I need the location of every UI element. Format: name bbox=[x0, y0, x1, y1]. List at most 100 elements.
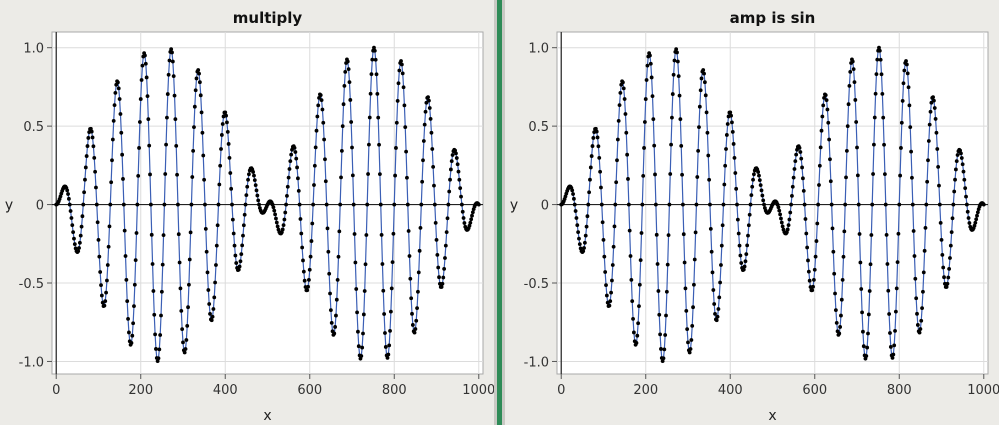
data-point bbox=[588, 177, 592, 182]
data-point bbox=[241, 223, 246, 228]
data-point bbox=[326, 249, 331, 254]
data-point bbox=[717, 295, 722, 300]
data-point bbox=[856, 202, 861, 207]
data-point bbox=[788, 210, 793, 215]
data-point bbox=[729, 113, 733, 118]
data-point bbox=[305, 288, 310, 293]
data-point bbox=[102, 303, 107, 308]
data-point bbox=[828, 157, 832, 162]
data-point bbox=[119, 130, 124, 135]
data-point bbox=[888, 331, 892, 335]
data-point bbox=[189, 202, 194, 207]
data-point bbox=[959, 156, 964, 160]
data-point bbox=[311, 202, 316, 207]
data-point bbox=[974, 217, 979, 222]
data-point bbox=[577, 242, 582, 247]
data-point bbox=[144, 75, 149, 80]
data-point bbox=[615, 137, 620, 142]
data-point bbox=[576, 230, 581, 235]
data-point bbox=[403, 125, 408, 130]
data-point bbox=[848, 70, 853, 74]
data-point bbox=[116, 86, 121, 91]
x-tick-label: 400 bbox=[213, 383, 238, 398]
data-point bbox=[642, 120, 647, 124]
data-point bbox=[109, 180, 114, 185]
x-tick-label: 200 bbox=[633, 383, 658, 398]
data-point bbox=[878, 57, 883, 62]
data-point bbox=[145, 94, 150, 99]
data-point bbox=[724, 147, 728, 151]
data-point bbox=[790, 193, 794, 198]
data-point bbox=[399, 62, 404, 67]
data-point bbox=[733, 171, 738, 175]
data-point bbox=[960, 162, 965, 167]
chart-amp-is-sin: amp is sin 0 200 400 600 800 1000 -1.0 -0.5 0 0.5 1… bbox=[510, 9, 999, 424]
data-point bbox=[966, 216, 971, 220]
splitter-bar[interactable] bbox=[497, 0, 502, 425]
data-point bbox=[918, 327, 923, 331]
data-point bbox=[637, 304, 641, 308]
data-point bbox=[368, 91, 373, 96]
data-point bbox=[427, 98, 431, 103]
data-point bbox=[366, 172, 370, 176]
data-point bbox=[81, 202, 86, 207]
data-point bbox=[97, 254, 102, 259]
panel-splitter[interactable] bbox=[494, 0, 505, 425]
data-point bbox=[955, 153, 960, 157]
x-tick-label: 600 bbox=[802, 383, 827, 398]
data-point bbox=[631, 316, 635, 321]
data-point bbox=[320, 107, 325, 112]
data-point bbox=[952, 189, 957, 194]
data-point bbox=[931, 95, 935, 100]
data-point bbox=[166, 72, 171, 77]
data-point bbox=[642, 146, 646, 150]
data-point bbox=[436, 265, 441, 270]
data-point bbox=[104, 290, 108, 295]
data-point bbox=[66, 192, 70, 196]
data-point bbox=[361, 331, 365, 336]
data-point bbox=[756, 170, 761, 174]
data-point bbox=[93, 169, 97, 174]
data-point bbox=[855, 173, 860, 178]
data-point bbox=[958, 148, 963, 153]
data-point bbox=[683, 286, 688, 291]
data-point bbox=[209, 318, 214, 323]
data-point bbox=[105, 263, 110, 267]
data-point bbox=[702, 80, 707, 85]
data-point bbox=[72, 236, 76, 241]
data-point bbox=[842, 229, 847, 234]
chart-panel-amp-is-sin: amp is sin 0 200 400 600 800 1000 -1.0 -0.5 0 0.5 1… bbox=[505, 0, 999, 425]
data-point bbox=[844, 149, 849, 153]
data-point bbox=[165, 115, 169, 120]
data-point bbox=[801, 176, 805, 181]
data-point bbox=[914, 296, 919, 301]
data-point bbox=[333, 325, 338, 329]
data-point bbox=[950, 216, 955, 221]
data-point bbox=[217, 182, 222, 187]
data-point bbox=[864, 354, 869, 358]
data-point bbox=[155, 359, 160, 364]
data-point bbox=[296, 188, 301, 193]
data-point bbox=[938, 220, 943, 225]
data-point bbox=[664, 289, 669, 294]
data-point bbox=[709, 249, 714, 254]
data-point bbox=[362, 289, 367, 293]
x-tick-label: 0 bbox=[52, 383, 60, 398]
data-point bbox=[723, 163, 728, 168]
data-point bbox=[457, 177, 462, 182]
data-point bbox=[833, 291, 837, 296]
data-point bbox=[391, 231, 396, 236]
data-point bbox=[369, 72, 374, 77]
data-point bbox=[170, 50, 174, 55]
data-point bbox=[845, 124, 850, 129]
data-point bbox=[350, 145, 354, 150]
data-point bbox=[176, 232, 181, 237]
data-point bbox=[928, 109, 933, 114]
data-point bbox=[148, 202, 153, 207]
data-point bbox=[598, 169, 602, 174]
data-point bbox=[454, 156, 459, 160]
data-point bbox=[806, 269, 811, 274]
data-point bbox=[692, 282, 696, 287]
data-point bbox=[271, 205, 276, 210]
data-point bbox=[161, 233, 166, 238]
